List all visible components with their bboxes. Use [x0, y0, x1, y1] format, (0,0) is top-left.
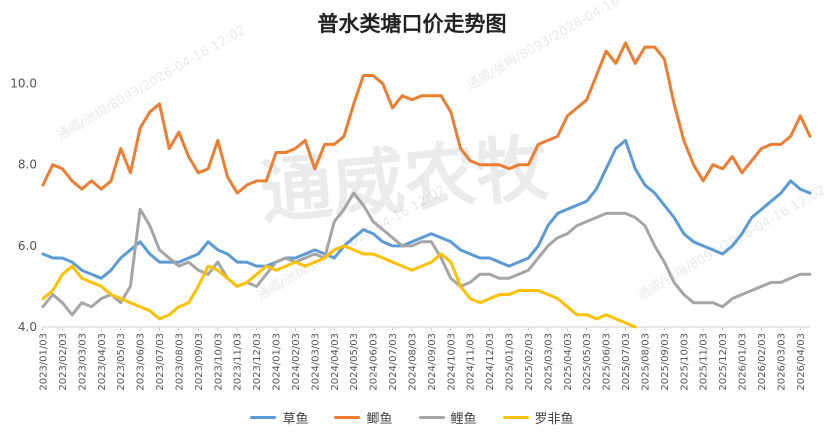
legend-label: 草鱼	[282, 408, 308, 427]
legend-label: 罗非鱼	[535, 408, 574, 427]
x-tick-label: 2024/04/03	[330, 333, 341, 391]
x-tick-label: 2023/12/03	[252, 333, 263, 391]
y-tick-label: 4.0	[18, 320, 37, 334]
legend-swatch	[419, 416, 445, 419]
legend-label: 鲤鱼	[451, 408, 477, 427]
chart-legend: 草鱼 鲫鱼 鲤鱼 罗非鱼	[0, 408, 824, 427]
x-tick-label: 2025/07/03	[621, 333, 632, 391]
x-tick-label: 2025/02/03	[524, 333, 535, 391]
legend-item: 罗非鱼	[503, 408, 574, 427]
x-tick-label: 2023/11/03	[233, 333, 244, 391]
x-tick-label: 2023/06/03	[136, 333, 147, 391]
chart-title: 普水类塘口价走势图	[0, 8, 824, 38]
x-tick-label: 2024/10/03	[446, 333, 457, 391]
watermark-small-0: 通威/张梅/8093/2026-04-16 12:02	[55, 23, 249, 144]
x-tick-label: 2025/04/03	[563, 333, 574, 391]
x-tick-label: 2025/11/03	[699, 333, 710, 391]
x-tick-label: 2024/12/03	[485, 333, 496, 391]
x-tick-label: 2025/01/03	[505, 333, 516, 391]
legend-label: 鲫鱼	[366, 408, 392, 427]
x-tick-label: 2024/03/03	[310, 333, 321, 391]
x-tick-label: 2024/07/03	[388, 333, 399, 391]
legend-item: 鲤鱼	[419, 408, 477, 427]
x-tick-label: 2026/04/03	[796, 333, 807, 391]
x-tick-label: 2026/02/03	[757, 333, 768, 391]
x-tick-label: 2023/02/03	[58, 333, 69, 391]
x-tick-label: 2025/12/03	[718, 333, 729, 391]
x-tick-label: 2024/06/03	[369, 333, 380, 391]
x-tick-label: 2026/03/03	[776, 333, 787, 391]
y-tick-label: 8.0	[18, 158, 37, 172]
x-tick-label: 2023/01/03	[39, 333, 50, 391]
x-tick-label: 2024/11/03	[466, 333, 477, 391]
x-tick-label: 2024/08/03	[407, 333, 418, 391]
legend-swatch	[250, 416, 276, 419]
x-tick-label: 2023/05/03	[116, 333, 127, 391]
x-tick-label: 2025/03/03	[543, 333, 554, 391]
legend-swatch	[503, 416, 529, 419]
x-tick-label: 2023/10/03	[213, 333, 224, 391]
x-tick-label: 2023/07/03	[155, 333, 166, 391]
y-tick-label: 6.0	[18, 239, 37, 253]
x-tick-label: 2024/05/03	[349, 333, 360, 391]
x-tick-label: 2025/06/03	[602, 333, 613, 391]
x-tick-label: 2025/08/03	[640, 333, 651, 391]
x-tick-label: 2025/05/03	[582, 333, 593, 391]
x-tick-label: 2026/01/03	[738, 333, 749, 391]
x-tick-label: 2023/09/03	[194, 333, 205, 391]
y-tick-label: 10.0	[10, 77, 37, 91]
x-tick-label: 2023/08/03	[174, 333, 185, 391]
x-tick-label: 2024/02/03	[291, 333, 302, 391]
x-tick-label: 2023/03/03	[77, 333, 88, 391]
x-tick-label: 2024/01/03	[272, 333, 283, 391]
legend-item: 鲫鱼	[334, 408, 392, 427]
x-tick-label: 2024/09/03	[427, 333, 438, 391]
watermark-small-3: 通威/张梅/8093/2026-04-16 12:02	[635, 183, 824, 304]
legend-item: 草鱼	[250, 408, 308, 427]
legend-swatch	[334, 416, 360, 419]
x-tick-label: 2025/09/03	[660, 333, 671, 391]
x-tick-label: 2025/10/03	[679, 333, 690, 391]
x-tick-label: 2023/04/03	[97, 333, 108, 391]
